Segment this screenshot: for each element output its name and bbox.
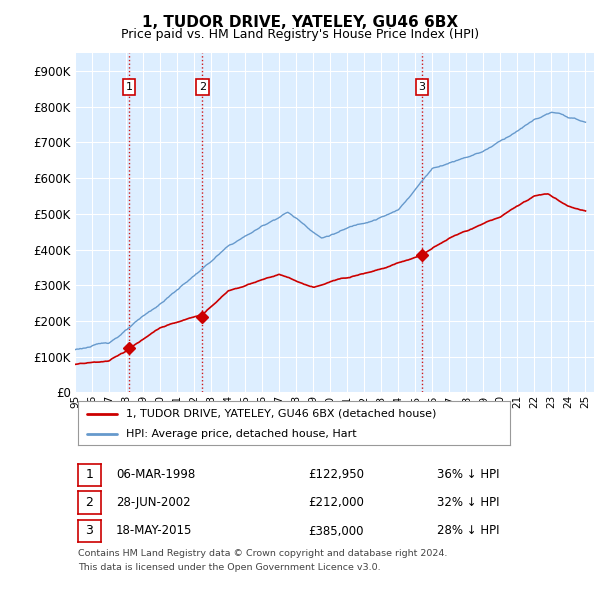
Text: £212,000: £212,000	[308, 496, 364, 509]
Text: HPI: Average price, detached house, Hart: HPI: Average price, detached house, Hart	[125, 430, 356, 440]
Text: £122,950: £122,950	[308, 468, 364, 481]
Text: 1, TUDOR DRIVE, YATELEY, GU46 6BX (detached house): 1, TUDOR DRIVE, YATELEY, GU46 6BX (detac…	[125, 409, 436, 418]
Text: 2: 2	[85, 496, 94, 509]
Text: 18-MAY-2015: 18-MAY-2015	[116, 525, 192, 537]
Text: 28-JUN-2002: 28-JUN-2002	[116, 496, 190, 509]
Text: 3: 3	[418, 82, 425, 92]
Text: 28% ↓ HPI: 28% ↓ HPI	[437, 525, 499, 537]
Text: This data is licensed under the Open Government Licence v3.0.: This data is licensed under the Open Gov…	[78, 563, 380, 572]
Text: 1: 1	[125, 82, 133, 92]
Text: £385,000: £385,000	[308, 525, 364, 537]
Text: 1: 1	[85, 468, 94, 481]
Text: 36% ↓ HPI: 36% ↓ HPI	[437, 468, 499, 481]
Text: 1, TUDOR DRIVE, YATELEY, GU46 6BX: 1, TUDOR DRIVE, YATELEY, GU46 6BX	[142, 15, 458, 30]
Text: Contains HM Land Registry data © Crown copyright and database right 2024.: Contains HM Land Registry data © Crown c…	[78, 549, 448, 558]
Text: 3: 3	[85, 525, 94, 537]
Text: 06-MAR-1998: 06-MAR-1998	[116, 468, 195, 481]
Text: 32% ↓ HPI: 32% ↓ HPI	[437, 496, 499, 509]
Text: Price paid vs. HM Land Registry's House Price Index (HPI): Price paid vs. HM Land Registry's House …	[121, 28, 479, 41]
Text: 2: 2	[199, 82, 206, 92]
